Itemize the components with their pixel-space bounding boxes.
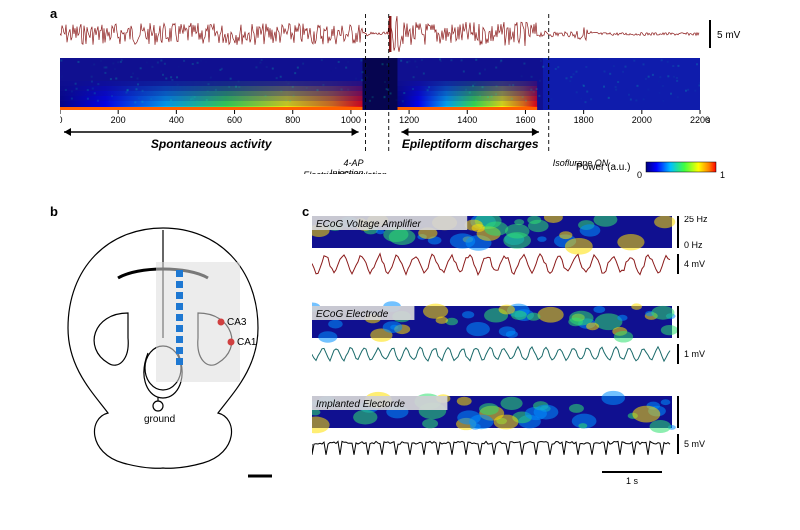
svg-text:25 Hz: 25 Hz — [684, 216, 708, 224]
svg-text:Implanted Electorde: Implanted Electorde — [316, 399, 405, 410]
panel-b-scalebar — [244, 470, 284, 484]
marker-ca1-label: CA1 — [237, 337, 257, 348]
svg-text:5 mV: 5 mV — [684, 439, 705, 449]
panel-c-svg: ECoG Voltage Amplifier 25 Hz 0 Hz 4 mV ECoG … — [312, 216, 752, 516]
svg-text:Electrical Stimulation: Electrical Stimulation — [303, 170, 387, 174]
svg-text:s: s — [706, 115, 710, 125]
panel-c-label: c — [302, 204, 309, 219]
svg-text:ECoG Voltage Amplifier: ECoG Voltage Amplifier — [316, 219, 422, 230]
panel-a-events: 4-APInjectionElectrical StimulationIsofl… — [60, 14, 700, 174]
svg-text:0 Hz: 0 Hz — [684, 240, 703, 250]
panel-a-scale-text: 5 mV — [717, 30, 741, 41]
svg-text:4 mV: 4 mV — [684, 259, 705, 269]
marker-ca3-label: CA3 — [227, 317, 247, 328]
svg-text:ECoG Electrode: ECoG Electrode — [316, 309, 389, 320]
panel-a-scale: 5 mV — [705, 16, 755, 52]
panel-c-container: ECoG Voltage Amplifier 25 Hz 0 Hz 4 mV ECoG … — [312, 216, 752, 516]
electrode-array — [176, 270, 183, 365]
colorbar-min: 0 — [637, 170, 642, 180]
panel-a-colorbar: Power (a.u.) 0 1 — [576, 160, 756, 180]
panel-b-label: b — [50, 204, 58, 219]
marker-ca3 — [218, 319, 225, 326]
colorbar-label: Power (a.u.) — [576, 162, 630, 173]
ground-icon — [153, 397, 163, 411]
ground-label: ground — [144, 414, 175, 425]
panel-b-brain: CA3 CA1 ground — [48, 218, 278, 478]
colorbar-max: 1 — [720, 170, 725, 180]
svg-text:1 mV: 1 mV — [684, 349, 705, 359]
svg-text:1 s: 1 s — [626, 476, 639, 486]
panel-a-label: a — [50, 6, 57, 21]
marker-ca1 — [228, 339, 235, 346]
svg-text:4-AP: 4-AP — [343, 158, 363, 168]
